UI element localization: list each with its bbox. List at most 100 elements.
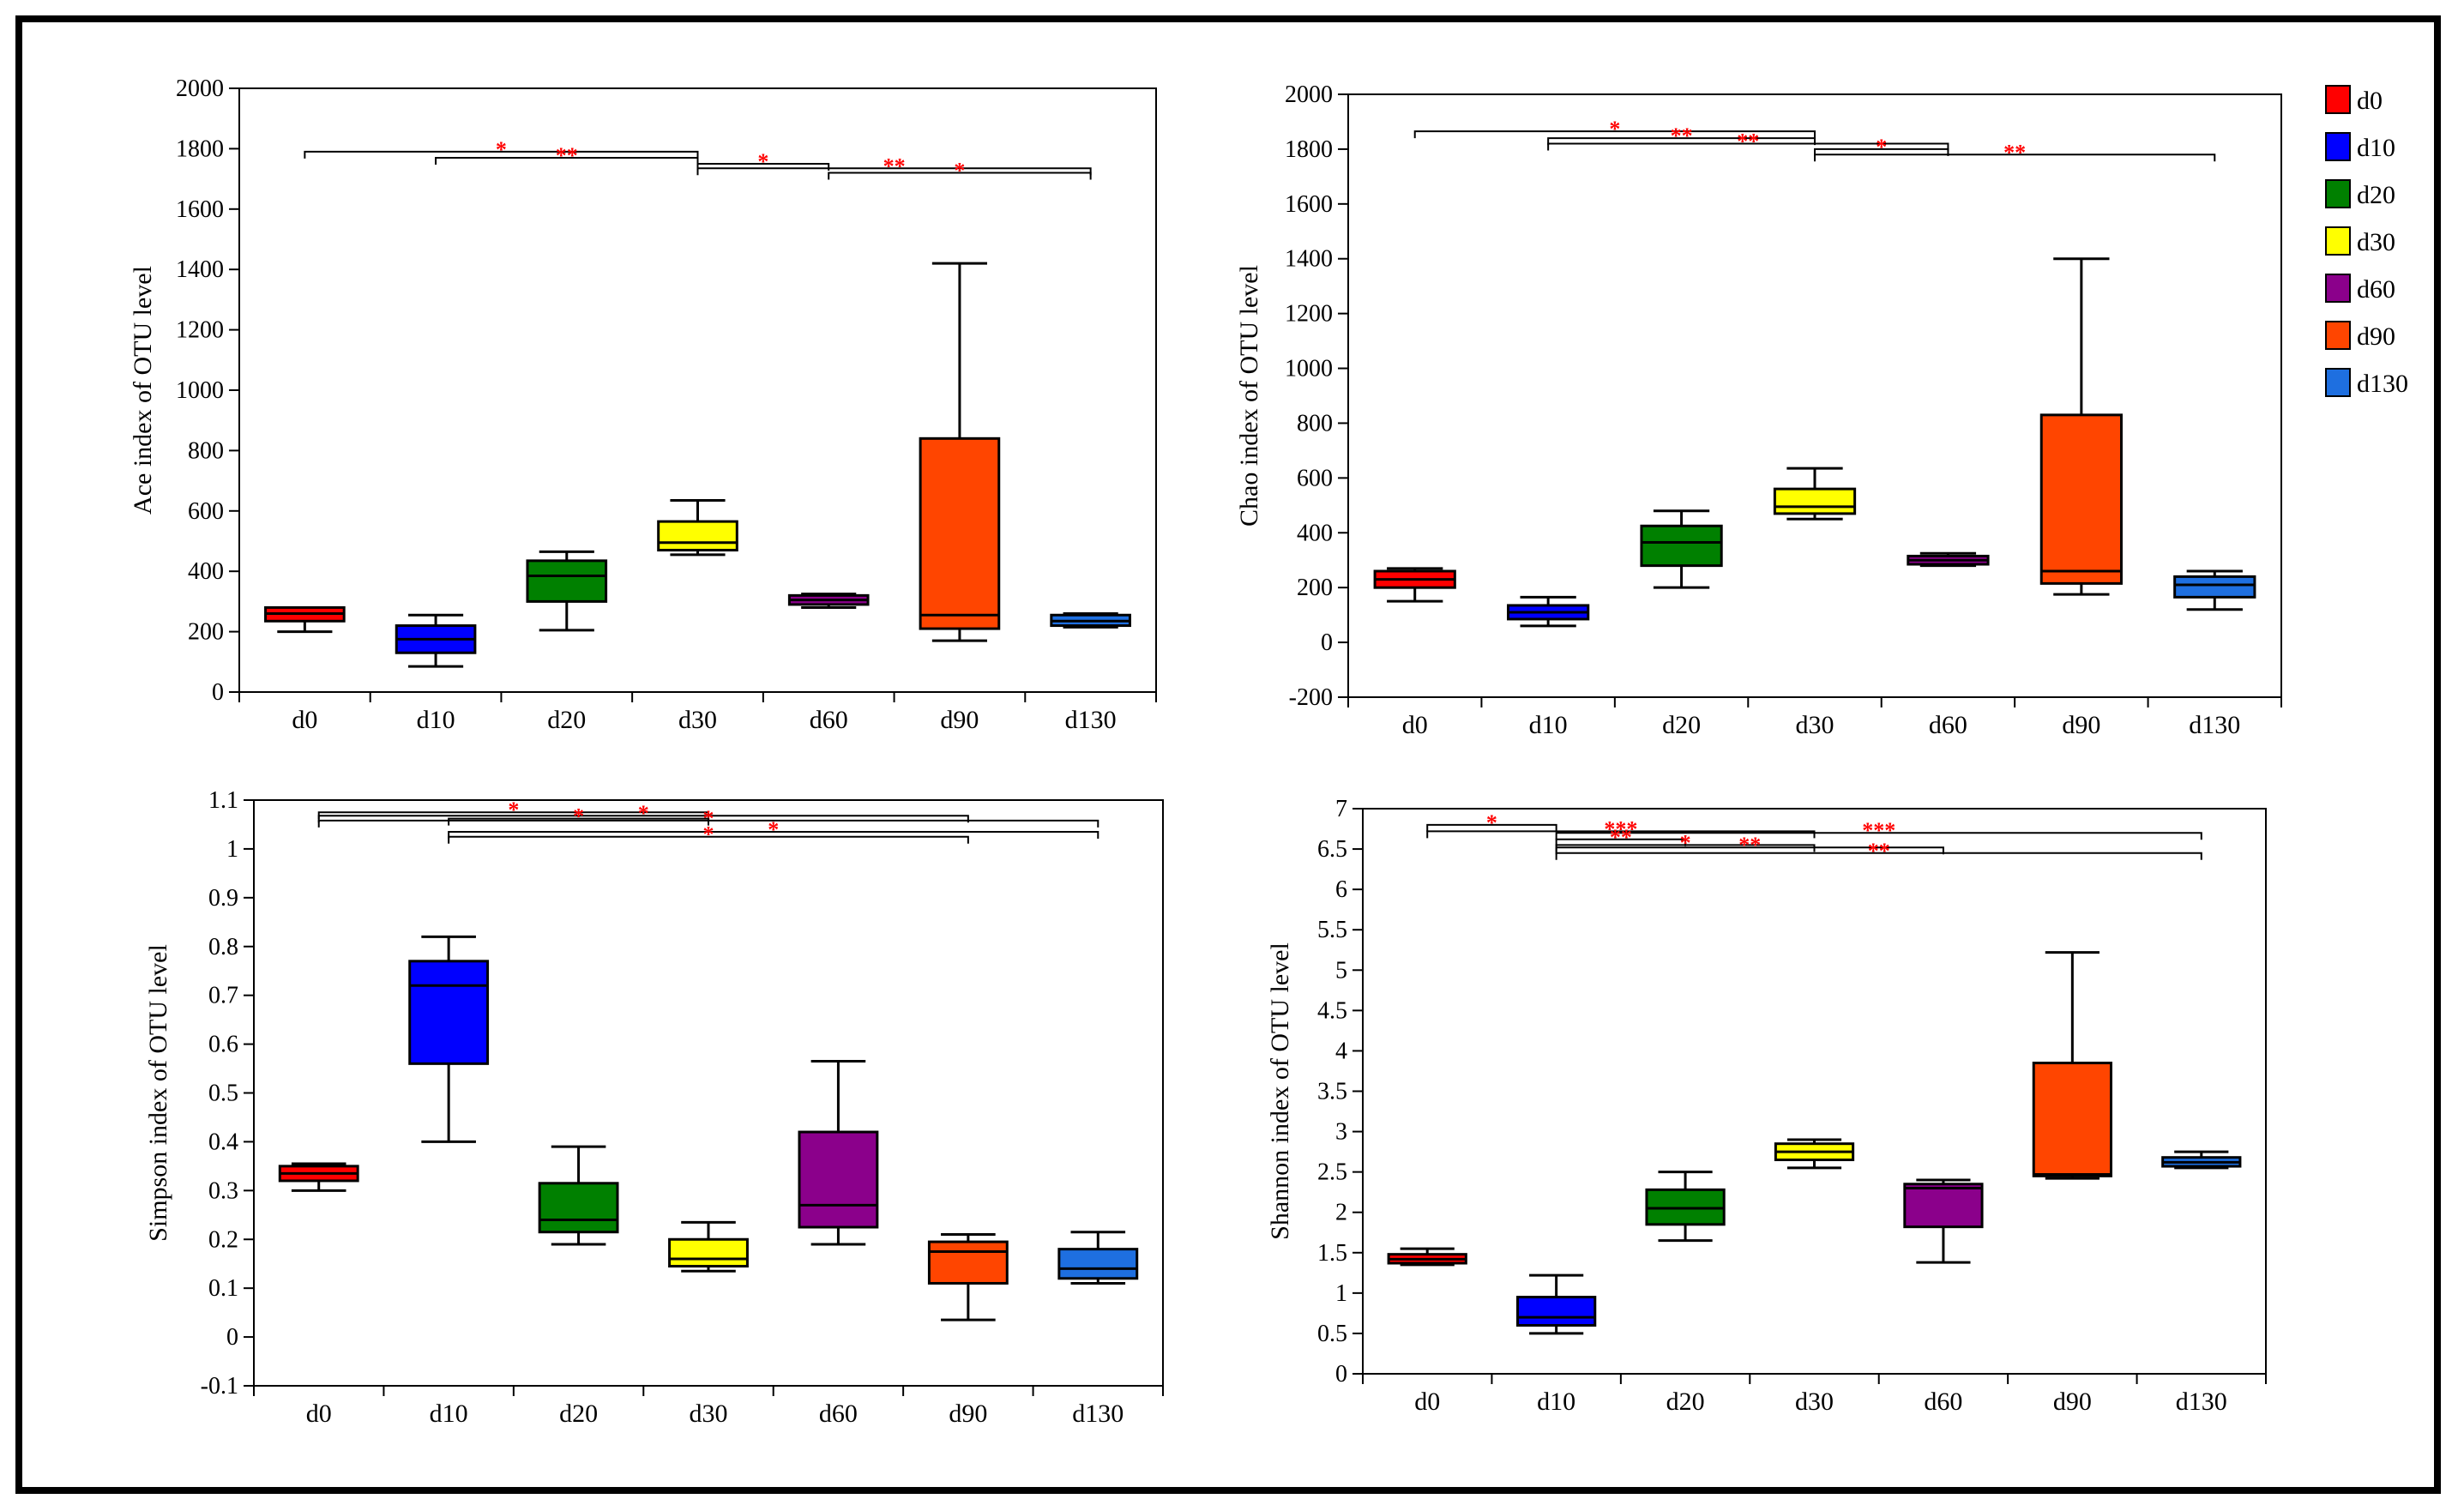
y-tick-label: 2 — [1335, 1200, 1347, 1226]
legend-label: d60 — [2357, 275, 2395, 304]
x-tick-label: d60 — [810, 706, 848, 734]
x-tick-label: d90 — [949, 1400, 987, 1428]
box-d130 — [2161, 1150, 2242, 1170]
significance-label: * — [768, 817, 779, 842]
legend-item-d20: d20 — [2325, 179, 2395, 209]
x-tick-label: d10 — [1529, 711, 1568, 739]
y-tick-label: 4.5 — [1317, 997, 1347, 1024]
significance-label: ** — [556, 143, 578, 168]
significance-bracket: * — [1413, 117, 1816, 141]
x-tick-label: d10 — [430, 1400, 468, 1428]
x-tick-label: d30 — [1796, 711, 1834, 739]
simpson-boxplot: -0.1 0 0.1 0.2 0.3 0.4 0.5 0.6 0.7 0.8 0.9 1 1.1 d0 d1… — [144, 787, 1164, 1428]
y-tick-label: 4 — [1335, 1038, 1347, 1064]
box-body — [1773, 487, 1857, 515]
bracket-line — [696, 163, 830, 171]
bracket-line — [1555, 838, 1687, 846]
bracket-line — [696, 167, 1092, 176]
significance-bracket: ** — [696, 154, 1092, 178]
y-tick-label: 0.3 — [208, 1177, 238, 1204]
y-tick-label: 3.5 — [1317, 1079, 1347, 1105]
y-tick-label: 1600 — [1285, 191, 1333, 218]
plot-area — [253, 799, 1164, 1387]
y-axis-title: Chao index of OTU level — [1235, 265, 1263, 527]
legend-swatch — [2325, 85, 2351, 114]
box-d10 — [1516, 1273, 1597, 1335]
box-d0 — [1373, 567, 1456, 603]
significance-label: ** — [2003, 140, 2026, 165]
box-d60 — [798, 1060, 879, 1246]
legend-swatch — [2325, 226, 2351, 256]
x-tick-label: d90 — [2053, 1388, 2092, 1416]
significance-bracket: * — [1555, 830, 1816, 855]
legend-swatch — [2325, 274, 2351, 303]
y-tick-label: 1000 — [176, 377, 224, 404]
x-tick-label: d20 — [1666, 1388, 1705, 1416]
legend-item-d0: d0 — [2325, 85, 2383, 115]
y-tick-label: -0.1 — [201, 1373, 238, 1400]
bracket-line — [1413, 130, 1816, 139]
box-d10 — [1507, 595, 1590, 628]
legend-label: d130 — [2357, 370, 2408, 398]
y-tick-label: 1.1 — [208, 787, 238, 814]
box-body — [2032, 1062, 2112, 1177]
significance-bracket: * — [317, 801, 969, 826]
box-d0 — [264, 605, 346, 634]
bracket-line — [1555, 832, 2202, 840]
y-tick-label: 1200 — [176, 317, 224, 344]
bracket-line — [1547, 142, 1949, 151]
box-d0 — [278, 1162, 359, 1192]
box-body — [668, 1237, 749, 1268]
bracket-line — [317, 815, 969, 823]
box-d0 — [1387, 1247, 1467, 1267]
box-d10 — [408, 935, 490, 1143]
x-tick-label: d30 — [678, 706, 717, 734]
x-tick-label: d30 — [1795, 1388, 1834, 1416]
legend-item-d30: d30 — [2325, 226, 2395, 256]
y-tick-label: 1600 — [176, 196, 224, 223]
significance-label: *** — [1604, 816, 1637, 841]
legend-label: d10 — [2357, 134, 2395, 162]
y-tick-label: 800 — [1297, 410, 1333, 436]
bracket-line — [304, 150, 699, 159]
y-tick-label: 0.1 — [208, 1275, 238, 1302]
legend-item-d90: d90 — [2325, 321, 2395, 351]
y-tick-label: 400 — [188, 558, 224, 585]
legend-label: d0 — [2357, 87, 2383, 115]
significance-label: * — [1609, 117, 1620, 141]
x-tick-label: d10 — [1537, 1388, 1575, 1416]
box-body — [657, 520, 738, 552]
x-tick-label: d0 — [1402, 711, 1428, 739]
y-tick-label: 600 — [188, 498, 224, 525]
legend-swatch — [2325, 179, 2351, 208]
y-tick-label: 2000 — [176, 75, 224, 102]
plot-area — [1347, 93, 2282, 698]
y-tick-label: 1800 — [176, 135, 224, 162]
y-tick-label: 0.5 — [208, 1081, 238, 1107]
legend-label: d20 — [2357, 181, 2395, 209]
box-d20 — [1645, 1171, 1726, 1243]
y-tick-label: 0.8 — [208, 934, 238, 960]
y-tick-label: 6 — [1335, 876, 1347, 903]
significance-label: * — [1876, 135, 1887, 160]
box-body — [927, 1240, 1009, 1285]
box-d20 — [538, 1145, 619, 1246]
box-body — [526, 559, 608, 603]
y-tick-label: 1000 — [1285, 356, 1333, 382]
box-d130 — [2173, 569, 2256, 611]
y-tick-label: 1.5 — [1317, 1240, 1347, 1267]
significance-label: * — [954, 159, 965, 184]
box-d10 — [395, 613, 477, 668]
significance-label: ** — [1868, 839, 1890, 864]
x-tick-label: d90 — [940, 706, 979, 734]
y-tick-label: 800 — [188, 437, 224, 464]
significance-bracket: ** — [1547, 129, 1949, 154]
box-d20 — [526, 550, 608, 632]
y-tick-label: 1 — [226, 836, 238, 863]
box-body — [408, 960, 490, 1065]
box-body — [798, 1130, 879, 1229]
y-tick-label: 600 — [1297, 465, 1333, 491]
significance-label: *** — [1862, 818, 1895, 843]
significance-label: * — [757, 149, 768, 174]
